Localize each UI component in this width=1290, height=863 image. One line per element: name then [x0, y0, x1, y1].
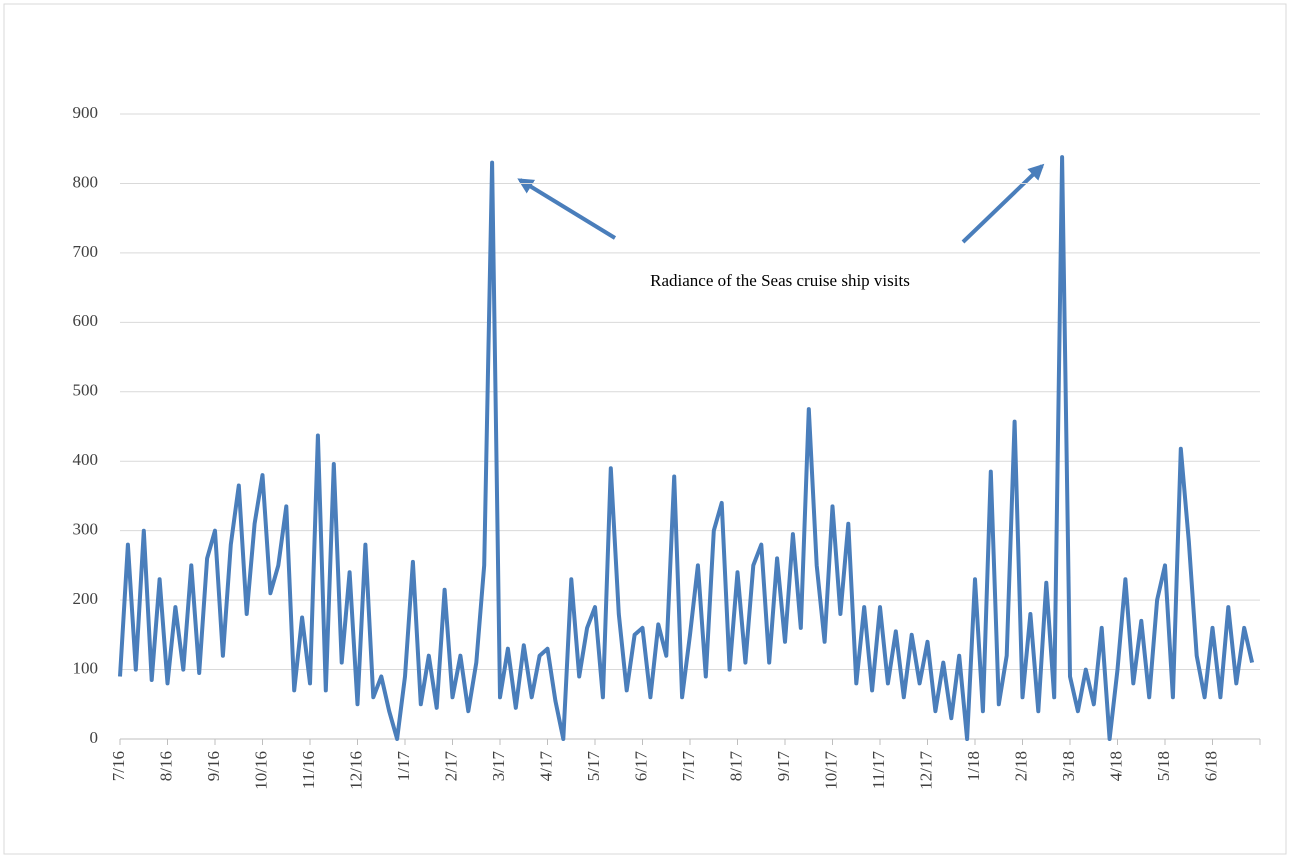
x-tick-label: 7/17 [679, 751, 698, 782]
x-tick-label: 2/18 [1011, 751, 1030, 781]
x-tick-label: 3/18 [1059, 751, 1078, 781]
x-tick-label: 5/17 [584, 751, 603, 782]
x-tick-label: 6/18 [1201, 751, 1220, 781]
arrow [517, 178, 617, 240]
x-tick-label: 8/17 [726, 751, 745, 782]
x-tick-label: 1/17 [394, 751, 413, 782]
x-tick-label: 10/16 [251, 751, 270, 790]
y-tick-label: 700 [73, 242, 99, 261]
y-tick-label: 300 [73, 520, 99, 539]
x-tick-label: 9/16 [204, 751, 223, 781]
x-tick-label: 12/16 [346, 751, 365, 790]
y-tick-label: 100 [73, 658, 99, 677]
x-tick-label: 4/17 [536, 751, 555, 782]
x-tick-label: 11/17 [869, 751, 888, 790]
x-tick-label: 1/18 [964, 751, 983, 781]
x-tick-label: 11/16 [299, 751, 318, 789]
y-tick-label: 900 [73, 103, 99, 122]
x-tick-label: 8/16 [156, 751, 175, 781]
x-tick-label: 12/17 [916, 751, 935, 790]
data-line [118, 155, 1255, 741]
y-tick-label: 800 [73, 172, 99, 191]
x-tick-label: 5/18 [1154, 751, 1173, 781]
y-tick-label: 0 [90, 728, 99, 747]
x-tick-label: 6/17 [631, 751, 650, 782]
y-tick-label: 600 [73, 311, 99, 330]
chart-border [3, 3, 1287, 855]
y-tick-label: 200 [73, 589, 99, 608]
x-tick-label: 4/18 [1106, 751, 1125, 781]
x-tick-label: 9/17 [774, 751, 793, 782]
x-tick-label: 3/17 [489, 751, 508, 782]
annotation: Radiance of the Seas cruise ship visits [650, 271, 910, 290]
y-tick-label: 500 [73, 381, 99, 400]
x-tick-label: 7/16 [109, 751, 128, 781]
arrow [961, 163, 1045, 244]
x-tick-label: 10/17 [821, 751, 840, 790]
x-tick-label: 2/17 [441, 751, 460, 782]
y-tick-label: 400 [73, 450, 99, 469]
